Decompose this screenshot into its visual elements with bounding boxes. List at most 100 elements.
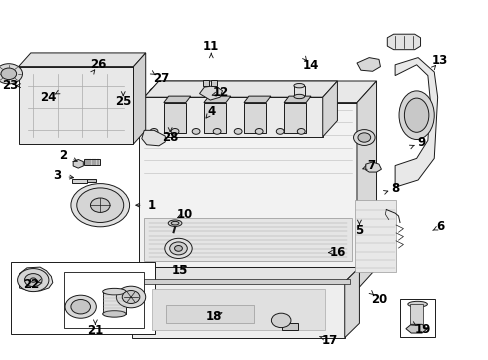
Bar <box>11 262 155 334</box>
Bar <box>282 323 297 330</box>
Text: 2: 2 <box>60 149 67 162</box>
Polygon shape <box>244 96 270 103</box>
Text: 1: 1 <box>147 199 155 212</box>
Polygon shape <box>139 103 356 290</box>
Bar <box>19 67 133 144</box>
Bar <box>244 103 265 133</box>
Text: 17: 17 <box>321 334 338 347</box>
Bar <box>72 179 87 183</box>
Text: 25: 25 <box>115 95 131 108</box>
Bar <box>144 97 322 137</box>
Circle shape <box>150 129 158 134</box>
Ellipse shape <box>407 301 427 307</box>
Polygon shape <box>139 81 376 103</box>
Text: 16: 16 <box>328 246 345 258</box>
Ellipse shape <box>168 220 182 226</box>
Circle shape <box>71 300 90 314</box>
Bar <box>163 103 185 133</box>
Text: 22: 22 <box>22 278 39 291</box>
Polygon shape <box>163 96 190 103</box>
Polygon shape <box>19 53 145 67</box>
Polygon shape <box>199 86 222 100</box>
Text: 26: 26 <box>90 58 107 71</box>
Ellipse shape <box>102 311 126 317</box>
Circle shape <box>77 188 123 222</box>
Circle shape <box>271 313 290 328</box>
Text: 19: 19 <box>414 323 430 336</box>
Circle shape <box>71 184 129 227</box>
Circle shape <box>116 286 145 308</box>
Text: 27: 27 <box>153 72 169 85</box>
Text: 23: 23 <box>1 79 18 92</box>
Circle shape <box>24 274 42 287</box>
Circle shape <box>353 130 374 145</box>
Bar <box>203 103 225 133</box>
Circle shape <box>192 129 200 134</box>
Text: 18: 18 <box>205 310 222 323</box>
Bar <box>409 304 423 328</box>
Text: 10: 10 <box>176 208 193 221</box>
Bar <box>293 86 304 96</box>
Bar <box>132 282 344 338</box>
Polygon shape <box>356 81 376 290</box>
Text: 20: 20 <box>370 293 386 306</box>
Ellipse shape <box>296 87 320 96</box>
Text: 7: 7 <box>367 159 375 172</box>
Ellipse shape <box>171 221 179 225</box>
Text: 13: 13 <box>431 54 447 67</box>
Text: 11: 11 <box>203 40 219 53</box>
Ellipse shape <box>398 91 433 139</box>
Text: 28: 28 <box>162 131 178 144</box>
Ellipse shape <box>197 85 230 99</box>
Bar <box>151 289 325 330</box>
Bar <box>284 103 305 133</box>
Bar <box>203 80 208 86</box>
Polygon shape <box>405 324 427 333</box>
Polygon shape <box>132 267 359 282</box>
Polygon shape <box>386 34 420 50</box>
Bar <box>211 80 217 86</box>
Bar <box>84 159 100 165</box>
Text: 12: 12 <box>212 86 229 99</box>
Ellipse shape <box>202 87 225 96</box>
Circle shape <box>255 129 263 134</box>
Circle shape <box>18 269 49 292</box>
Polygon shape <box>203 96 230 103</box>
Polygon shape <box>365 162 381 172</box>
Bar <box>102 292 126 314</box>
Circle shape <box>174 246 182 251</box>
Polygon shape <box>356 58 380 71</box>
Text: 6: 6 <box>435 220 443 233</box>
Circle shape <box>357 133 370 142</box>
Bar <box>87 179 96 182</box>
Polygon shape <box>284 96 310 103</box>
Polygon shape <box>144 81 337 97</box>
Text: 9: 9 <box>417 136 425 149</box>
Bar <box>127 279 349 284</box>
Circle shape <box>122 291 140 303</box>
Circle shape <box>276 129 284 134</box>
Polygon shape <box>394 58 437 187</box>
Ellipse shape <box>102 288 126 295</box>
Ellipse shape <box>244 85 277 99</box>
Polygon shape <box>166 305 254 323</box>
Ellipse shape <box>293 94 304 99</box>
Text: 8: 8 <box>390 182 398 195</box>
Text: 5: 5 <box>355 224 363 237</box>
Ellipse shape <box>404 98 428 132</box>
Circle shape <box>30 278 36 282</box>
Circle shape <box>297 129 305 134</box>
Circle shape <box>169 242 187 255</box>
Circle shape <box>213 129 221 134</box>
Text: 15: 15 <box>171 264 188 277</box>
Bar <box>399 299 434 337</box>
Text: 24: 24 <box>40 91 56 104</box>
Circle shape <box>171 129 179 134</box>
Ellipse shape <box>291 85 325 99</box>
Polygon shape <box>322 81 337 137</box>
Text: 4: 4 <box>207 105 215 118</box>
Circle shape <box>164 238 192 258</box>
Bar <box>63 272 144 328</box>
Polygon shape <box>142 130 165 146</box>
Polygon shape <box>20 267 53 291</box>
